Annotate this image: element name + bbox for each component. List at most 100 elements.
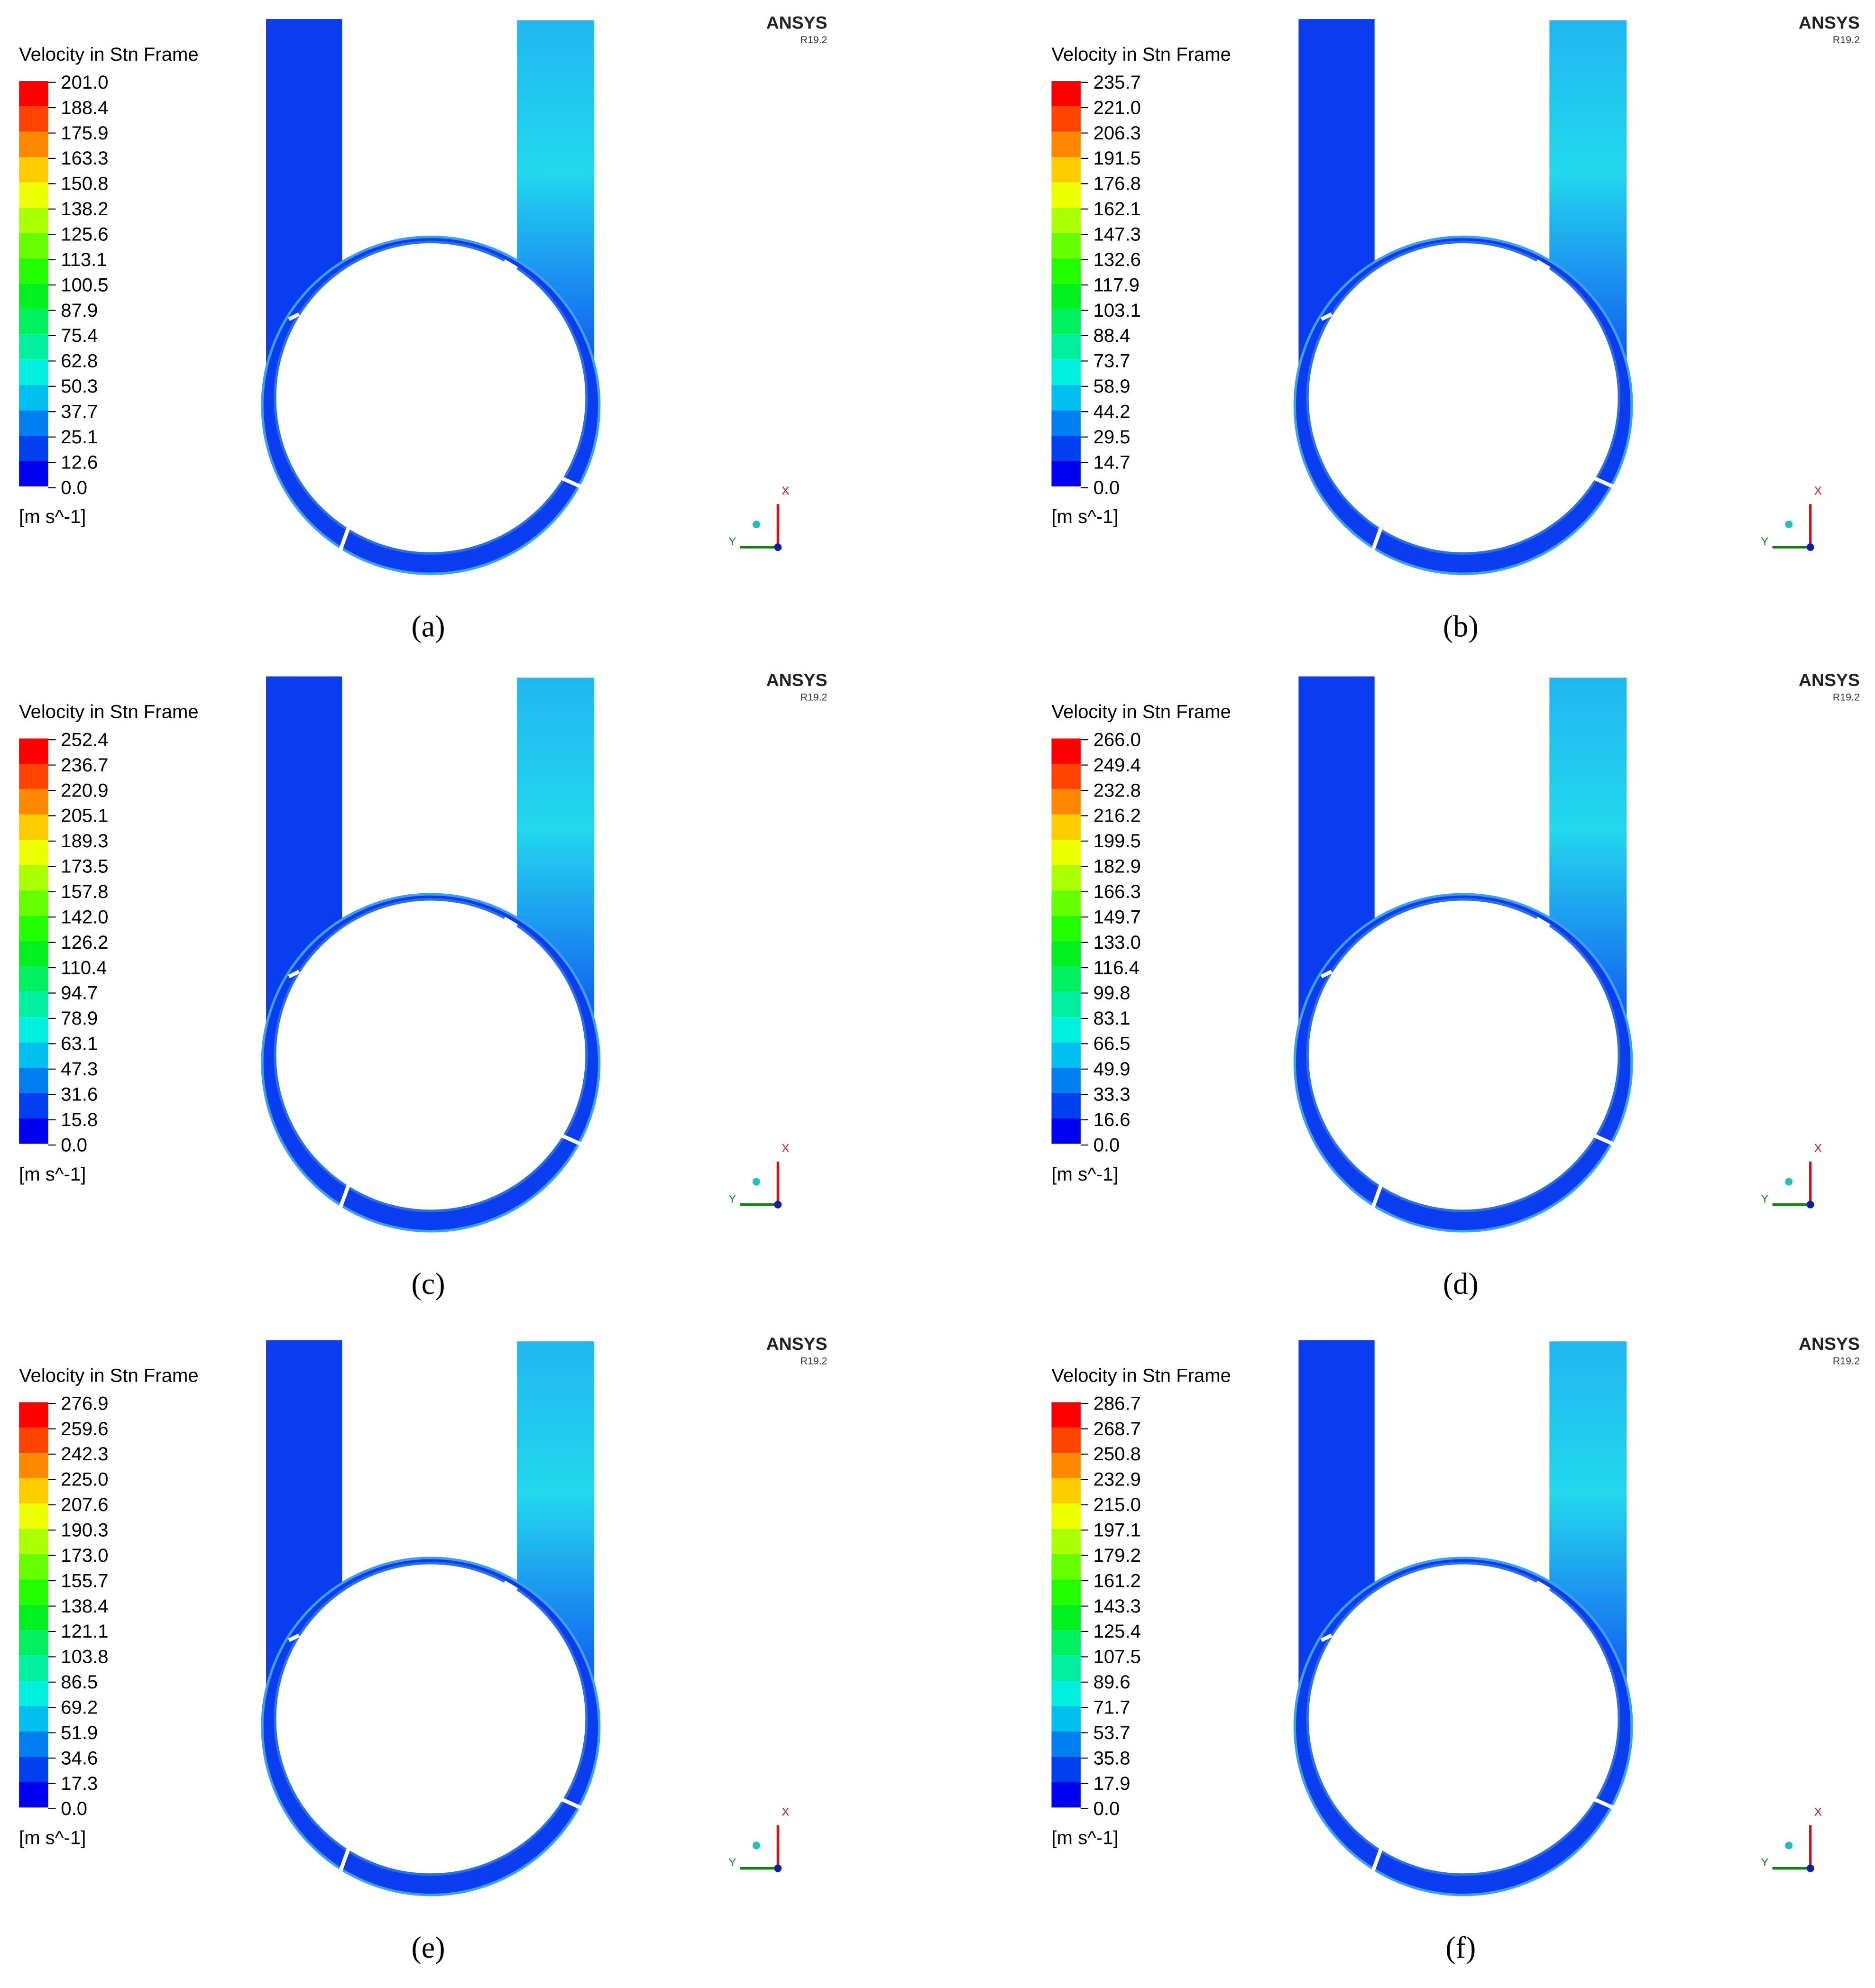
color-band bbox=[1051, 461, 1081, 486]
software-name: ANSYS bbox=[1799, 1334, 1860, 1354]
legend-level: 242.3 bbox=[61, 1444, 108, 1465]
legend-level: 143.3 bbox=[1094, 1596, 1141, 1617]
panel-label: (d) bbox=[1443, 1267, 1479, 1301]
color-band bbox=[1051, 1427, 1081, 1453]
legend-level: 17.9 bbox=[1094, 1773, 1131, 1794]
legend-title: Velocity in Stn Frame bbox=[1051, 1365, 1231, 1386]
color-band bbox=[19, 1118, 48, 1144]
axis-ball bbox=[1785, 521, 1793, 529]
legend-unit: [m s^-1] bbox=[19, 506, 86, 527]
color-band bbox=[19, 941, 48, 967]
legend-level: 69.2 bbox=[61, 1697, 98, 1718]
color-band bbox=[19, 1655, 48, 1681]
legend-unit: [m s^-1] bbox=[1051, 1828, 1118, 1849]
blade-gap bbox=[1589, 1796, 1614, 1809]
blade-gap bbox=[338, 523, 352, 553]
blade-gap bbox=[556, 474, 581, 488]
inner-disk bbox=[274, 898, 588, 1212]
axis-ball bbox=[1785, 1841, 1793, 1850]
legend-level: 71.7 bbox=[1094, 1697, 1131, 1718]
color-band bbox=[1051, 966, 1081, 992]
color-band bbox=[1051, 1681, 1081, 1706]
panel: Velocity in Stn Frame 252.4 236.7 220.9 205.… bbox=[19, 670, 827, 1301]
blade-gap bbox=[1320, 1633, 1333, 1642]
legend-level: 173.0 bbox=[61, 1545, 108, 1566]
axis-ball bbox=[752, 1841, 760, 1850]
legend-level: 47.3 bbox=[61, 1059, 98, 1080]
color-band bbox=[19, 1453, 48, 1478]
color-band bbox=[19, 1503, 48, 1529]
software-version: R19.2 bbox=[800, 1356, 827, 1367]
color-band bbox=[1051, 1453, 1081, 1478]
color-band bbox=[19, 890, 48, 916]
legend-level: 133.0 bbox=[1094, 932, 1141, 953]
axis-origin bbox=[774, 543, 782, 551]
legend-level: 14.7 bbox=[1094, 452, 1131, 473]
legend-level: 25.1 bbox=[61, 427, 98, 448]
color-band bbox=[1051, 890, 1081, 916]
color-band bbox=[19, 1731, 48, 1757]
color-band bbox=[1051, 1529, 1081, 1554]
axis-ball bbox=[1785, 1178, 1793, 1186]
color-band bbox=[1051, 233, 1081, 258]
legend-level: 88.4 bbox=[1094, 325, 1131, 346]
inner-disk bbox=[274, 240, 588, 555]
legend-level: 73.7 bbox=[1094, 351, 1131, 372]
blade-gap bbox=[1370, 1845, 1384, 1874]
color-band bbox=[1051, 1118, 1081, 1144]
legend-level: 33.3 bbox=[1094, 1084, 1131, 1105]
panel-label: (a) bbox=[411, 609, 445, 643]
legend-level: 86.5 bbox=[61, 1672, 98, 1693]
axis-x-label: X bbox=[781, 485, 789, 497]
legend-unit: [m s^-1] bbox=[1051, 1164, 1118, 1185]
blade-gap bbox=[1535, 259, 1551, 270]
legend-level: 138.2 bbox=[61, 199, 108, 220]
color-band bbox=[19, 410, 48, 436]
legend-level: 44.2 bbox=[1094, 402, 1131, 422]
color-band bbox=[19, 157, 48, 183]
color-band bbox=[1051, 1757, 1081, 1782]
color-band bbox=[1051, 258, 1081, 284]
color-band bbox=[19, 233, 48, 258]
legend-level: 221.0 bbox=[1094, 97, 1141, 118]
software-name: ANSYS bbox=[766, 1334, 827, 1354]
axis-origin bbox=[1806, 543, 1814, 551]
color-band bbox=[1051, 916, 1081, 941]
axis-x-label: X bbox=[1814, 485, 1822, 497]
color-band bbox=[19, 1402, 48, 1428]
color-band bbox=[1051, 789, 1081, 815]
legend-level: 125.4 bbox=[1094, 1621, 1141, 1642]
color-band bbox=[1051, 182, 1081, 208]
color-band bbox=[1051, 410, 1081, 436]
legend-level: 220.9 bbox=[61, 780, 108, 801]
blade-gap bbox=[556, 1132, 581, 1146]
legend-level: 175.9 bbox=[61, 123, 108, 144]
color-band bbox=[1051, 1017, 1081, 1043]
axis-origin bbox=[1806, 1200, 1814, 1209]
legend-level: 113.1 bbox=[61, 249, 107, 270]
legend-level: 268.7 bbox=[1094, 1419, 1141, 1439]
legend-level: 94.7 bbox=[61, 983, 98, 1004]
color-band bbox=[19, 359, 48, 385]
color-band bbox=[1051, 359, 1081, 385]
color-band bbox=[19, 1630, 48, 1656]
color-band bbox=[1051, 106, 1081, 132]
legend-level: 110.4 bbox=[61, 957, 107, 978]
color-band bbox=[1051, 436, 1081, 461]
legend-level: 166.3 bbox=[1094, 881, 1141, 902]
axis-y-label: Y bbox=[1761, 535, 1769, 548]
axis-ball bbox=[752, 521, 760, 529]
color-band bbox=[19, 840, 48, 865]
legend-level: 89.6 bbox=[1094, 1672, 1131, 1693]
axis-x-label: X bbox=[781, 1142, 789, 1154]
color-band bbox=[19, 1427, 48, 1453]
blade-gap bbox=[1370, 523, 1384, 553]
color-band bbox=[19, 258, 48, 284]
color-band bbox=[1051, 334, 1081, 360]
legend-level: 276.9 bbox=[61, 1393, 108, 1414]
color-band bbox=[19, 1757, 48, 1782]
legend-level: 150.8 bbox=[61, 174, 108, 194]
software-version: R19.2 bbox=[1833, 692, 1860, 703]
legend-unit: [m s^-1] bbox=[1051, 506, 1118, 527]
legend-level: 149.7 bbox=[1094, 907, 1141, 927]
